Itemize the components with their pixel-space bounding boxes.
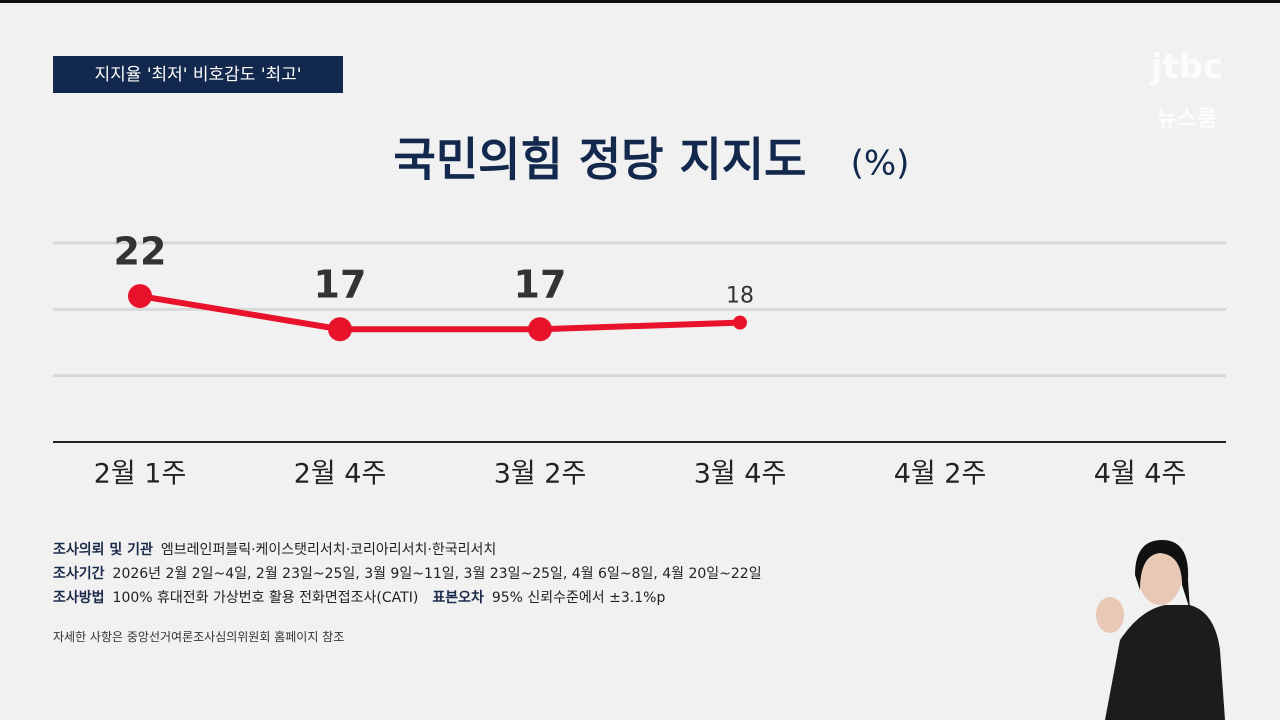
logo-program: 뉴스룸: [1157, 107, 1218, 132]
data-label: 17: [514, 263, 567, 307]
data-label: 22: [114, 230, 167, 274]
note-text: 엠브레인퍼블릭·케이스탯리서치·코리아리서치·한국리서치: [160, 542, 497, 558]
marker: [528, 317, 552, 342]
note-label: 조사기간: [53, 566, 105, 582]
note-text: 2026년 2월 2일~4일, 2월 23일~25일, 3월 9일~11일, 3…: [112, 566, 762, 582]
x-tick-label: 4월 4주: [1094, 459, 1187, 490]
data-label: 17: [314, 263, 367, 307]
note-text: 100% 휴대전화 가상번호 활용 전화면접조사(CATI): [112, 590, 419, 606]
x-tick-label: 2월 4주: [294, 459, 387, 490]
logo-brand: jtbc: [1149, 47, 1223, 87]
tag: 지지율 '최저' 비호감도 '최고': [95, 65, 302, 85]
marker: [328, 317, 352, 342]
note-row: 조사의뢰 및 기관 엠브레인퍼블릭·케이스탯리서치·코리아리서치·한국리서치: [53, 538, 762, 562]
marker: [128, 284, 152, 309]
x-tick-label: 3월 2주: [494, 459, 587, 490]
line: [137, 293, 743, 333]
unit: (%): [851, 144, 910, 184]
top-bar: [0, 0, 1280, 3]
x-tick-label: 3월 4주: [694, 459, 787, 490]
marker: [733, 315, 747, 330]
note-text: 95% 신뢰수준에서 ±3.1%p: [491, 590, 666, 606]
chart-title: 국민의힘 정당 지지도: [394, 133, 807, 187]
footnote: 자세한 사항은 중앙선거여론조사심의위원회 홈페이지 참조: [53, 630, 345, 644]
note-row: 조사기간 2026년 2월 2일~4일, 2월 23일~25일, 3월 9일~11…: [53, 562, 762, 586]
sign-language-interpreter: [1096, 540, 1225, 720]
x-tick-label: 2월 1주: [94, 459, 187, 490]
tag-box: [53, 56, 343, 93]
note-row: 조사방법 100% 휴대전화 가상번호 활용 전화면접조사(CATI) 표본오차 95…: [53, 586, 762, 610]
note-label: 조사방법: [53, 590, 105, 606]
data-label: 18: [726, 284, 754, 309]
note-label: 조사의뢰 및 기관: [53, 542, 153, 558]
note-label: 표본오차: [432, 590, 484, 606]
x-tick-label: 4월 2주: [894, 459, 987, 490]
